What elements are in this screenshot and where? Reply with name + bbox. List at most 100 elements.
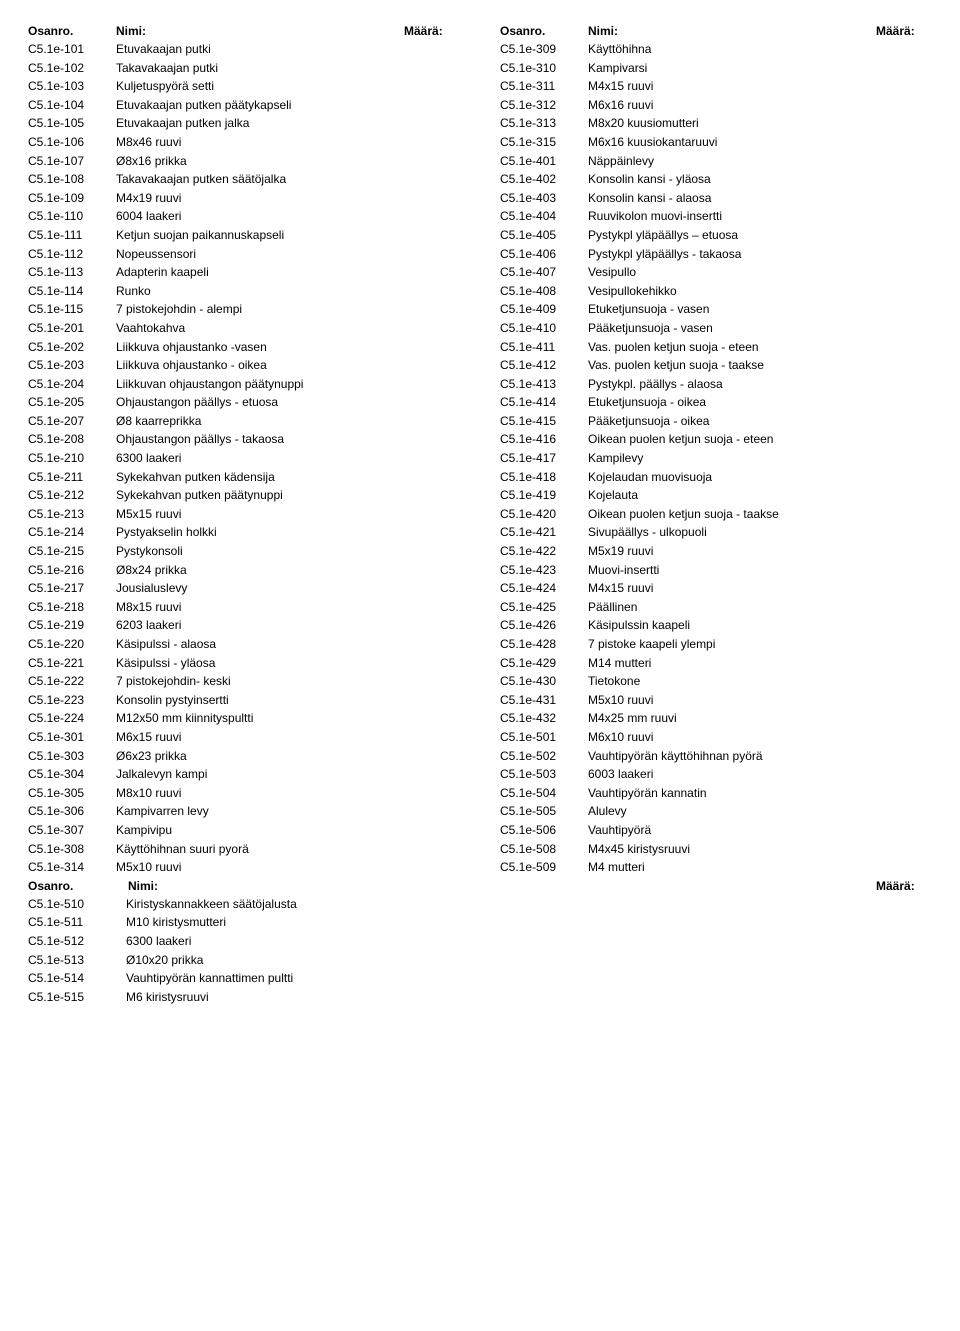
part-qty xyxy=(876,840,932,859)
part-name: Pystyakselin holkki xyxy=(116,523,404,542)
part-number: C5.1e-510 xyxy=(28,895,126,914)
table-row: C5.1e-421Sivupäällys - ulkopuoli xyxy=(500,523,932,542)
table-row: C5.1e-430Tietokone xyxy=(500,672,932,691)
part-qty xyxy=(404,40,460,59)
table-row: C5.1e-401Näppäinlevy xyxy=(500,152,932,171)
part-qty xyxy=(876,728,932,747)
part-qty xyxy=(876,765,932,784)
part-qty xyxy=(404,77,460,96)
table-row: C5.1e-413Pystykpl. päällys - alaosa xyxy=(500,375,932,394)
part-number: C5.1e-515 xyxy=(28,988,126,1007)
part-qty xyxy=(404,821,460,840)
part-qty xyxy=(876,468,932,487)
part-qty xyxy=(404,152,460,171)
part-name: Etuketjunsuoja - oikea xyxy=(588,393,876,412)
part-name: Ø6x23 prikka xyxy=(116,747,404,766)
part-number: C5.1e-202 xyxy=(28,338,116,357)
part-number: C5.1e-310 xyxy=(500,59,588,78)
part-name: 7 pistokejohdin- keski xyxy=(116,672,404,691)
part-qty xyxy=(404,858,460,877)
part-number: C5.1e-215 xyxy=(28,542,116,561)
part-qty xyxy=(876,170,932,189)
part-qty xyxy=(404,338,460,357)
table-row: C5.1e-216Ø8x24 prikka xyxy=(28,561,460,580)
part-name: M14 mutteri xyxy=(588,654,876,673)
bottom-list: Osanro. Nimi: Määrä: C5.1e-510Kiristyska… xyxy=(28,879,932,1007)
table-row: C5.1e-415Pääketjunsuoja - oikea xyxy=(500,412,932,431)
part-qty xyxy=(404,189,460,208)
part-qty xyxy=(876,913,932,932)
part-number: C5.1e-212 xyxy=(28,486,116,505)
table-row: C5.1e-513Ø10x20 prikka xyxy=(28,951,932,970)
part-qty xyxy=(876,77,932,96)
part-qty xyxy=(876,747,932,766)
part-qty xyxy=(876,691,932,710)
part-name: Liikkuva ohjaustanko - oikea xyxy=(116,356,404,375)
part-name: Jousialuslevy xyxy=(116,579,404,598)
bottom-rows: C5.1e-510Kiristyskannakkeen säätöjalusta… xyxy=(28,895,932,1007)
part-name: Konsolin kansi - alaosa xyxy=(588,189,876,208)
part-number: C5.1e-403 xyxy=(500,189,588,208)
part-qty xyxy=(876,319,932,338)
table-row: C5.1e-203Liikkuva ohjaustanko - oikea xyxy=(28,356,460,375)
table-row: C5.1e-212Sykekahvan putken päätynuppi xyxy=(28,486,460,505)
part-name: Käyttöhihnan suuri pyorä xyxy=(116,840,404,859)
part-qty xyxy=(404,784,460,803)
part-number: C5.1e-204 xyxy=(28,375,116,394)
part-number: C5.1e-103 xyxy=(28,77,116,96)
table-row: C5.1e-414Etuketjunsuoja - oikea xyxy=(500,393,932,412)
part-name: M6x16 ruuvi xyxy=(588,96,876,115)
part-number: C5.1e-315 xyxy=(500,133,588,152)
part-name: Konsolin pystyinsertti xyxy=(116,691,404,710)
part-qty xyxy=(876,96,932,115)
part-qty xyxy=(876,635,932,654)
part-qty xyxy=(876,207,932,226)
part-name: M6 kiristysruuvi xyxy=(126,988,876,1007)
part-name: Konsolin kansi - yläosa xyxy=(588,170,876,189)
part-number: C5.1e-311 xyxy=(500,77,588,96)
part-number: C5.1e-201 xyxy=(28,319,116,338)
table-row: C5.1e-424M4x15 ruuvi xyxy=(500,579,932,598)
table-row: C5.1e-104Etuvakaajan putken päätykapseli xyxy=(28,96,460,115)
part-number: C5.1e-416 xyxy=(500,430,588,449)
part-number: C5.1e-301 xyxy=(28,728,116,747)
part-name: Kiristyskannakkeen säätöjalusta xyxy=(126,895,876,914)
part-number: C5.1e-426 xyxy=(500,616,588,635)
part-qty xyxy=(876,858,932,877)
part-number: C5.1e-418 xyxy=(500,468,588,487)
part-name: Kojelauta xyxy=(588,486,876,505)
part-name: 7 pistoke kaapeli ylempi xyxy=(588,635,876,654)
part-name: Sykekahvan putken kädensija xyxy=(116,468,404,487)
part-number: C5.1e-309 xyxy=(500,40,588,59)
table-row: C5.1e-113Adapterin kaapeli xyxy=(28,263,460,282)
part-name: 6003 laakeri xyxy=(588,765,876,784)
part-number: C5.1e-509 xyxy=(500,858,588,877)
part-name: M5x15 ruuvi xyxy=(116,505,404,524)
part-name: Kampivipu xyxy=(116,821,404,840)
part-qty xyxy=(876,245,932,264)
part-name: Vas. puolen ketjun suoja - taakse xyxy=(588,356,876,375)
table-row: C5.1e-309Käyttöhihna xyxy=(500,40,932,59)
part-number: C5.1e-410 xyxy=(500,319,588,338)
part-qty xyxy=(404,709,460,728)
part-qty xyxy=(404,654,460,673)
part-qty xyxy=(404,96,460,115)
part-name: Käsipulssi - alaosa xyxy=(116,635,404,654)
table-row: C5.1e-508M4x45 kiristysruuvi xyxy=(500,840,932,859)
part-qty xyxy=(404,300,460,319)
part-name: 6203 laakeri xyxy=(116,616,404,635)
part-qty xyxy=(876,505,932,524)
part-number: C5.1e-114 xyxy=(28,282,116,301)
part-name: Muovi-insertti xyxy=(588,561,876,580)
part-number: C5.1e-307 xyxy=(28,821,116,840)
part-name: Vas. puolen ketjun suoja - eteen xyxy=(588,338,876,357)
table-row: C5.1e-314M5x10 ruuvi xyxy=(28,858,460,877)
part-name: 6300 laakeri xyxy=(116,449,404,468)
table-row: C5.1e-515M6 kiristysruuvi xyxy=(28,988,932,1007)
part-number: C5.1e-216 xyxy=(28,561,116,580)
table-row: C5.1e-509M4 mutteri xyxy=(500,858,932,877)
table-row: C5.1e-106M8x46 ruuvi xyxy=(28,133,460,152)
table-row: C5.1e-406Pystykpl yläpäällys - takaosa xyxy=(500,245,932,264)
table-row: C5.1e-218M8x15 ruuvi xyxy=(28,598,460,617)
part-number: C5.1e-205 xyxy=(28,393,116,412)
